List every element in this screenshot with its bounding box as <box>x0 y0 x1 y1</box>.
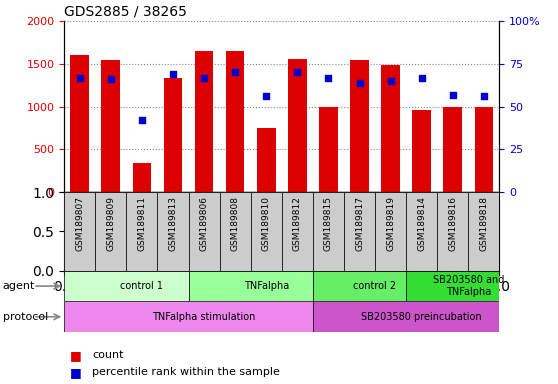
Bar <box>102 60 120 192</box>
Text: TNFalpha stimulation: TNFalpha stimulation <box>152 312 256 322</box>
Bar <box>64 301 313 332</box>
Bar <box>406 192 437 271</box>
Text: agent: agent <box>3 281 35 291</box>
Text: GSM189807: GSM189807 <box>75 196 84 251</box>
Bar <box>157 192 189 271</box>
Text: GSM189816: GSM189816 <box>448 196 457 251</box>
Bar <box>375 192 406 271</box>
Point <box>75 74 84 81</box>
Bar <box>126 192 157 271</box>
Point <box>448 91 457 98</box>
Text: GSM189810: GSM189810 <box>262 196 271 251</box>
Point <box>107 76 116 82</box>
Text: GSM189819: GSM189819 <box>386 196 395 251</box>
Bar <box>251 192 282 271</box>
Bar <box>412 110 431 192</box>
Text: GSM189817: GSM189817 <box>355 196 364 251</box>
Bar <box>220 192 251 271</box>
Bar <box>195 51 213 192</box>
Point <box>169 71 177 77</box>
Point <box>324 74 333 81</box>
Text: GSM189813: GSM189813 <box>169 196 177 251</box>
Bar <box>468 192 499 271</box>
Bar <box>163 78 182 192</box>
Point <box>262 93 271 99</box>
Bar <box>189 192 220 271</box>
Point <box>417 74 426 81</box>
Bar <box>381 65 400 192</box>
Text: GSM189808: GSM189808 <box>230 196 239 251</box>
Text: GSM189815: GSM189815 <box>324 196 333 251</box>
Bar <box>313 271 406 301</box>
Text: TNFalpha: TNFalpha <box>244 281 289 291</box>
Bar <box>344 192 375 271</box>
Bar <box>406 271 499 301</box>
Text: GSM189812: GSM189812 <box>293 196 302 251</box>
Text: SB203580 preincubation: SB203580 preincubation <box>362 312 482 322</box>
Bar <box>313 192 344 271</box>
Text: GSM189814: GSM189814 <box>417 196 426 251</box>
Point <box>355 79 364 86</box>
Bar <box>444 107 462 192</box>
Bar <box>64 271 189 301</box>
Bar <box>474 107 493 192</box>
Bar <box>437 192 468 271</box>
Point <box>386 78 395 84</box>
Point <box>137 117 146 123</box>
Text: control 2: control 2 <box>354 281 397 291</box>
Bar <box>319 107 338 192</box>
Text: SB203580 and
TNFalpha: SB203580 and TNFalpha <box>432 275 504 297</box>
Text: count: count <box>92 350 123 360</box>
Text: ■: ■ <box>70 366 81 379</box>
Text: GSM189818: GSM189818 <box>479 196 488 251</box>
Point <box>230 70 239 76</box>
Bar <box>288 59 307 192</box>
Text: ■: ■ <box>70 349 81 362</box>
Bar <box>95 192 126 271</box>
Bar <box>64 192 95 271</box>
Point <box>479 93 488 99</box>
Text: control 1: control 1 <box>121 281 163 291</box>
Bar <box>70 55 89 192</box>
Bar <box>313 301 499 332</box>
Bar <box>133 163 151 192</box>
Text: protocol: protocol <box>3 312 48 322</box>
Point <box>293 70 302 76</box>
Text: percentile rank within the sample: percentile rank within the sample <box>92 367 280 377</box>
Text: GSM189806: GSM189806 <box>200 196 209 251</box>
Bar <box>189 271 313 301</box>
Bar <box>350 60 369 192</box>
Bar <box>282 192 313 271</box>
Text: GSM189809: GSM189809 <box>107 196 116 251</box>
Text: GSM189811: GSM189811 <box>137 196 146 251</box>
Point <box>200 74 209 81</box>
Bar <box>257 128 276 192</box>
Text: GDS2885 / 38265: GDS2885 / 38265 <box>64 5 187 18</box>
Bar <box>226 51 244 192</box>
